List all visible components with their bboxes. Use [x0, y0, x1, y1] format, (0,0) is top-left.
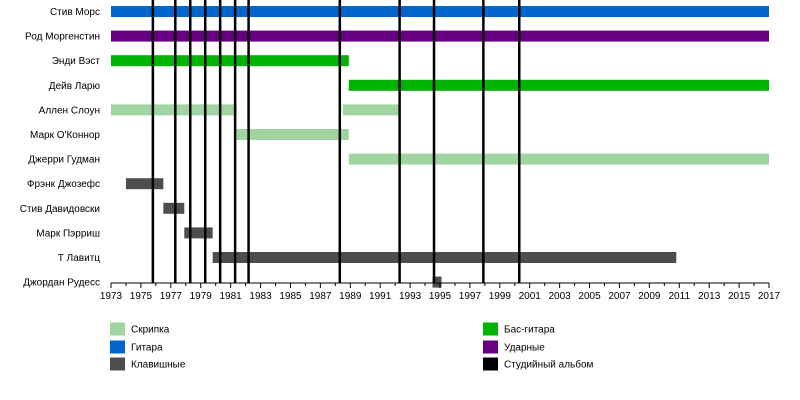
x-tick-label: 2015: [728, 291, 751, 302]
x-tick-label: 1973: [100, 291, 123, 302]
member-bar-keys: [163, 202, 185, 214]
x-tick-label: 1997: [459, 291, 482, 302]
x-tick-label: 2003: [549, 291, 572, 302]
x-tick-label: 2005: [578, 291, 601, 302]
x-tick-label: 1981: [220, 291, 243, 302]
member-bar-guitar: [111, 6, 769, 17]
member-bars: [111, 6, 769, 288]
legend-swatch-album: [483, 357, 498, 371]
x-tick-label: 2013: [698, 291, 721, 302]
member-label: Джордан Рудесс: [23, 278, 100, 289]
legend-swatch-drums: [483, 340, 498, 354]
x-tick-label: 1987: [309, 291, 332, 302]
member-bar-keys: [125, 178, 164, 190]
member-bar-keys: [212, 252, 677, 263]
legend-swatch-keys: [110, 357, 125, 371]
member-label: Марк О'Коннор: [30, 130, 100, 141]
x-tick-label: 1979: [190, 291, 213, 302]
member-label: Дейв Ларю: [49, 81, 101, 92]
x-tick-label: 1991: [369, 291, 392, 302]
x-tick-label: 1975: [130, 291, 153, 302]
member-bar-violin: [348, 153, 769, 165]
member-label: Аллен Слоун: [39, 105, 100, 116]
x-tick-label: 1993: [399, 291, 422, 302]
member-bar-bass: [348, 79, 769, 91]
legend-swatch-violin: [110, 322, 125, 336]
member-bar-bass: [111, 55, 349, 67]
legend-label: Скрипка: [131, 325, 170, 336]
member-label: Род Моргенстин: [25, 32, 100, 43]
x-tick-label: 2009: [638, 291, 661, 302]
x-tick-label: 1999: [489, 291, 512, 302]
legend-label: Бас-гитара: [504, 325, 555, 336]
member-bar-violin: [236, 129, 349, 140]
member-labels: Стив Морс Род Моргенстин Энди Вэст Дейв Лар…: [20, 7, 101, 289]
x-axis: 1973 1975 1977 1979 1981 1983 1985 1987 1989 1991…: [100, 282, 781, 302]
x-tick-label: 2007: [608, 291, 631, 302]
x-tick-label: 2017: [758, 291, 781, 302]
member-bar-violin: [342, 104, 400, 116]
member-label: Марк Пэрриш: [36, 228, 100, 239]
member-bar-drums: [111, 30, 769, 42]
member-label: Джерри Гудман: [28, 155, 100, 166]
member-bar-keys: [184, 227, 213, 239]
legend-label: Гитара: [131, 343, 163, 354]
legend-swatch-guitar: [110, 340, 125, 354]
x-tick-label: 2001: [519, 291, 542, 302]
legend-label: Студийный альбом: [504, 359, 594, 371]
x-tick-label: 2011: [669, 291, 691, 302]
member-label: Т Лавитц: [58, 253, 100, 264]
legend-swatch-bass: [483, 322, 498, 336]
legend-label: Ударные: [504, 343, 545, 354]
member-bar-violin: [111, 104, 237, 116]
member-label: Стив Морс: [50, 7, 100, 18]
legend-label: Клавишные: [131, 360, 186, 371]
member-label: Фрэнк Джозефс: [27, 178, 100, 190]
member-label: Стив Давидовски: [20, 204, 100, 215]
x-tick-label: 1989: [339, 291, 362, 302]
member-bar-keys: [432, 276, 442, 288]
album-lines: [151, 0, 521, 283]
x-tick-label: 1985: [279, 291, 302, 302]
x-tick-label: 1995: [429, 291, 452, 302]
x-tick-label: 1977: [160, 291, 183, 302]
legend: Скрипка Гитара Клавишные Бас-гитара Ударные С…: [110, 322, 594, 371]
x-tick-label: 1983: [249, 291, 272, 302]
member-label: Энди Вэст: [52, 56, 101, 67]
